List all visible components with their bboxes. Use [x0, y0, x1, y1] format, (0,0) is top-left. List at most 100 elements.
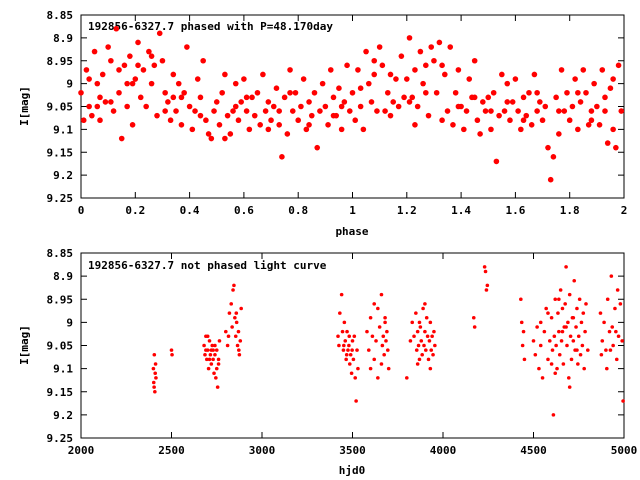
data-point — [395, 103, 402, 110]
data-point — [224, 112, 231, 119]
phased-x-tick-label: 0.2 — [125, 204, 145, 217]
data-point — [116, 89, 122, 96]
data-point — [417, 357, 422, 362]
data-point — [350, 348, 354, 352]
data-point — [423, 89, 429, 96]
data-point — [412, 334, 416, 339]
data-point — [549, 362, 554, 366]
data-point — [576, 362, 580, 366]
phased-x-tick-label: 0 — [78, 204, 85, 217]
unphased-plot-title: 192856-6327.7 not phased light curve — [88, 259, 327, 272]
data-point — [234, 311, 239, 315]
data-point — [154, 112, 160, 119]
data-point — [405, 376, 409, 380]
data-point — [217, 339, 222, 343]
data-point — [588, 108, 595, 114]
data-point — [230, 325, 234, 329]
data-point — [484, 288, 489, 292]
data-point — [317, 108, 323, 114]
data-point — [355, 67, 361, 73]
data-point — [534, 108, 540, 114]
data-point — [557, 297, 561, 302]
data-point — [602, 320, 606, 325]
data-point — [608, 348, 613, 352]
data-point — [102, 99, 109, 105]
data-point — [154, 376, 158, 380]
data-point — [594, 103, 600, 110]
data-point — [213, 352, 217, 357]
phased-axis-ticks: 0 0.2 0.4 0.6 0.8 1 1.2 1.4 1.6 1.8 2 8.85 8.9 8.95 9 9… — [47, 9, 628, 217]
data-point — [575, 306, 579, 311]
data-point — [406, 35, 413, 41]
data-point — [472, 325, 477, 329]
phased-y-tick-label: 9.15 — [47, 146, 74, 159]
data-point — [557, 329, 561, 334]
data-point — [412, 122, 418, 128]
data-point — [483, 269, 488, 274]
data-point — [219, 89, 225, 96]
data-point — [404, 76, 410, 82]
data-point — [560, 306, 565, 311]
data-point — [390, 99, 397, 105]
data-point — [410, 320, 415, 325]
data-point — [284, 131, 291, 137]
data-point — [474, 117, 481, 124]
data-point — [207, 357, 212, 362]
phased-x-tick-label: 1.4 — [451, 204, 471, 217]
data-point — [493, 158, 500, 165]
data-point — [336, 85, 342, 91]
data-point — [243, 108, 250, 114]
data-point — [423, 302, 427, 306]
data-point — [559, 339, 564, 343]
data-point — [466, 76, 473, 82]
data-point — [418, 325, 423, 329]
unphased-x-axis-label: hjd0 — [339, 464, 366, 477]
data-point — [273, 85, 280, 91]
data-point — [225, 343, 230, 348]
data-point — [556, 108, 562, 114]
data-point — [330, 94, 337, 101]
data-point — [561, 108, 568, 114]
data-point — [385, 348, 390, 352]
data-point — [360, 126, 367, 133]
data-point — [431, 352, 435, 357]
unphased-data-points — [151, 265, 625, 417]
phased-x-tick-label: 1 — [349, 204, 356, 217]
data-point — [602, 108, 608, 114]
data-point — [564, 325, 568, 329]
data-point — [421, 306, 425, 311]
data-point — [368, 99, 375, 105]
unphased-y-tick-label: 9.05 — [47, 340, 74, 353]
data-point — [584, 302, 588, 306]
data-point — [614, 357, 619, 362]
data-point — [554, 343, 558, 348]
data-point — [345, 329, 349, 334]
data-point — [165, 99, 171, 105]
data-point — [520, 94, 527, 101]
unphased-x-tick-label: 2000 — [68, 444, 95, 457]
data-point — [116, 67, 122, 73]
data-point — [170, 352, 174, 357]
data-point — [379, 362, 384, 366]
data-point — [571, 315, 576, 320]
data-point — [499, 71, 505, 78]
data-point — [204, 348, 208, 352]
data-point — [436, 39, 443, 46]
phased-x-tick-label: 1.2 — [397, 204, 417, 217]
data-point — [159, 57, 166, 64]
data-point — [447, 44, 454, 50]
data-point — [485, 283, 490, 288]
data-point — [337, 343, 341, 348]
unphased-y-tick-label: 8.95 — [47, 293, 74, 306]
data-point — [338, 103, 345, 110]
data-point — [423, 62, 429, 69]
data-point — [292, 89, 299, 96]
data-point — [208, 352, 213, 357]
data-point — [338, 126, 345, 133]
data-point — [379, 62, 386, 69]
data-point — [618, 302, 623, 306]
data-point — [234, 320, 239, 325]
data-point — [238, 99, 244, 105]
data-point — [86, 103, 92, 110]
data-point — [241, 76, 247, 82]
